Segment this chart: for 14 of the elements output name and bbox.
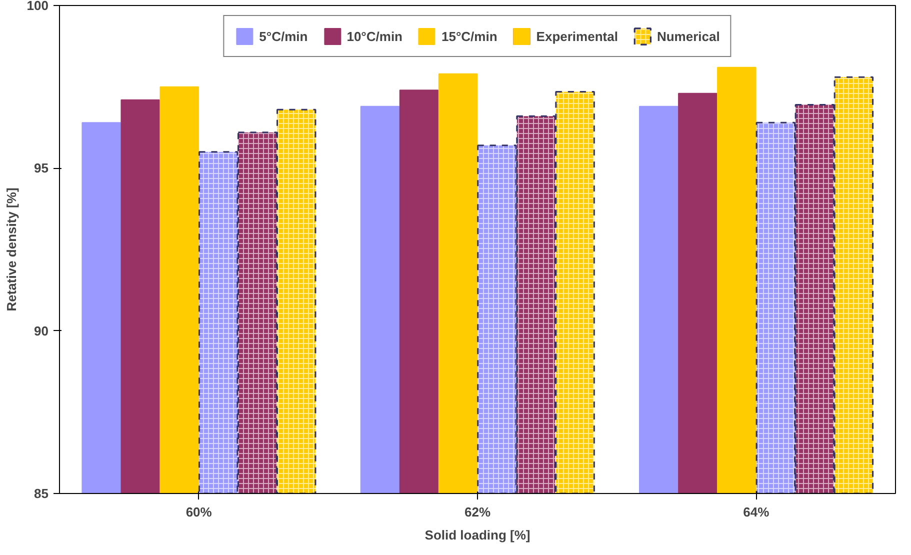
x-tick-label: 64% xyxy=(743,504,770,520)
y-tick-label: 100 xyxy=(26,0,49,13)
x-tick-label: 60% xyxy=(186,504,212,520)
x-tick-label: 62% xyxy=(464,504,491,520)
legend-label: 15°C/min xyxy=(442,28,498,44)
annotation: Numerical xyxy=(656,28,720,44)
annotation: Experimental xyxy=(536,28,618,44)
y-tick-label: 95 xyxy=(34,160,49,176)
x-axis-title: Solid loading [%] xyxy=(424,528,530,542)
y-tick-label: 85 xyxy=(34,486,49,501)
legend-label: 10°C/min xyxy=(346,28,403,44)
legend-label: 5°C/min xyxy=(259,28,308,44)
y-tick-label: 90 xyxy=(34,323,49,338)
y-axis-title: Retative density [%] xyxy=(4,188,19,312)
